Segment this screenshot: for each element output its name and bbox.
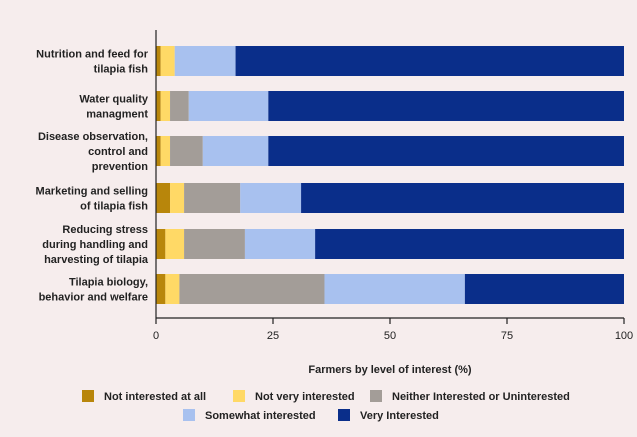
legend-label: Very Interested xyxy=(360,410,439,422)
bar-segment xyxy=(165,229,185,259)
bar-segment xyxy=(160,46,175,76)
bar-segment xyxy=(464,274,624,304)
bar-segment xyxy=(315,229,624,259)
x-tick-label: 100 xyxy=(615,330,633,342)
bar-segment xyxy=(174,46,236,76)
category-label: Nutrition and feed for xyxy=(36,49,149,61)
legend-label: Somewhat interested xyxy=(205,410,316,422)
bar-segment xyxy=(156,274,166,304)
x-tick-label: 25 xyxy=(267,330,279,342)
legend-label: Not interested at all xyxy=(104,391,206,403)
category-label: during handling and xyxy=(42,239,148,251)
x-tick-label: 75 xyxy=(501,330,513,342)
x-axis-title: Farmers by level of interest (%) xyxy=(308,364,472,376)
category-label: of tilapia fish xyxy=(80,201,148,213)
bar-segment xyxy=(184,229,245,259)
bar-segment xyxy=(156,91,161,121)
category-label: harvesting of tilapia xyxy=(44,254,149,266)
category-label: managment xyxy=(86,109,148,121)
category-label: Marketing and selling xyxy=(36,186,148,198)
category-label: Tilapia biology, xyxy=(69,277,148,289)
category-label: Reducing stress xyxy=(62,224,148,236)
bar-segment xyxy=(240,183,302,213)
bar-segment xyxy=(156,229,166,259)
legend-swatch xyxy=(233,390,245,402)
legend-swatch xyxy=(82,390,94,402)
bar-segment xyxy=(268,136,624,166)
bar-segment xyxy=(202,136,269,166)
bar-segment xyxy=(156,136,161,166)
bar-segment xyxy=(268,91,624,121)
legend-swatch xyxy=(183,409,195,421)
legend-swatch xyxy=(370,390,382,402)
bar-segment xyxy=(165,274,180,304)
bar-segment xyxy=(188,91,269,121)
bar-segment xyxy=(170,136,203,166)
bar-segment xyxy=(179,274,325,304)
category-label: Water quality xyxy=(79,94,149,106)
legend-swatch xyxy=(338,409,350,421)
category-label: prevention xyxy=(92,161,149,173)
category-label: tilapia fish xyxy=(94,64,149,76)
bar-segment xyxy=(324,274,465,304)
legend-label: Neither Interested or Uninterested xyxy=(392,391,570,403)
x-tick-label: 0 xyxy=(153,330,159,342)
bar-segment xyxy=(301,183,624,213)
bar-segment xyxy=(170,91,189,121)
legend-label: Not very interested xyxy=(255,391,355,403)
category-label: behavior and welfare xyxy=(39,292,148,304)
bar-segment xyxy=(156,183,171,213)
bar-segment xyxy=(160,91,171,121)
bar-segment xyxy=(160,136,171,166)
bar-segment xyxy=(170,183,185,213)
category-label: Disease observation, xyxy=(38,131,148,143)
bar-segment xyxy=(244,229,316,259)
bar-segment xyxy=(235,46,624,76)
bar-segment xyxy=(184,183,241,213)
category-label: control and xyxy=(88,146,148,158)
bar-segment xyxy=(156,46,161,76)
x-tick-label: 50 xyxy=(384,330,396,342)
